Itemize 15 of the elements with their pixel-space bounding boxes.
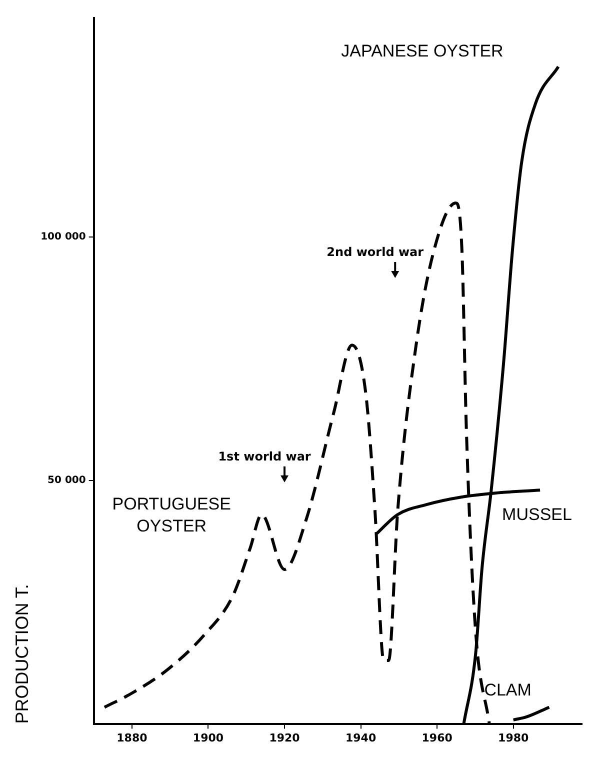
y-tick-label: 100 000 xyxy=(40,232,86,243)
y-axis-title: PRODUCTION T. xyxy=(12,584,32,724)
x-tick-label: 1980 xyxy=(498,731,529,744)
annotation: 1st world war xyxy=(218,449,311,464)
x-tick-label: 1880 xyxy=(116,731,148,744)
series-label: PORTUGUESE OYSTER xyxy=(112,494,231,536)
series-label: MUSSEL xyxy=(502,505,572,524)
x-tick-label: 1920 xyxy=(269,731,300,744)
x-tick-label: 1960 xyxy=(422,731,453,744)
y-tick-label: 50 000 xyxy=(48,475,86,486)
text: JAPANESE OYSTER xyxy=(341,42,504,61)
annotation: 2nd world war xyxy=(326,244,424,259)
series-label: CLAM xyxy=(484,680,532,700)
x-tick-label: 1900 xyxy=(192,731,224,744)
x-tick-label: 1940 xyxy=(345,731,376,744)
